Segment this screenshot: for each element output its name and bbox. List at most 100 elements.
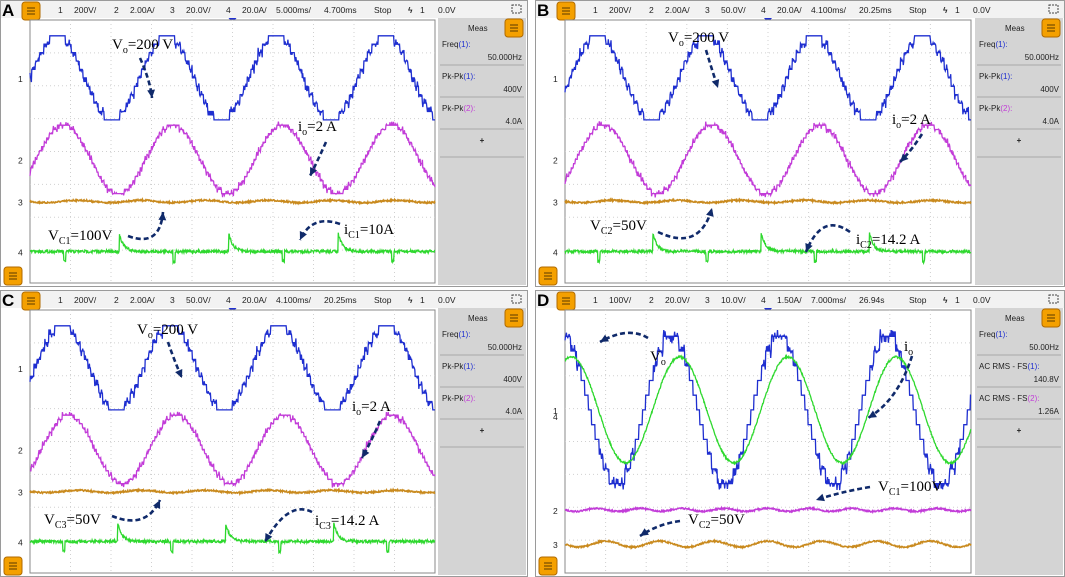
channel-ch3-scale: 50.0V/ — [186, 295, 211, 305]
meas-2-value: 4.0A — [1043, 117, 1060, 126]
ch1-trace — [29, 325, 435, 411]
trigger-channel: 1 — [955, 295, 960, 305]
meas-add-icon: + — [480, 136, 485, 145]
panel-label: A — [2, 1, 14, 20]
channel-ch1-scale: 200V/ — [74, 295, 97, 305]
meas-panel — [975, 18, 1063, 285]
channel-ch2-scale: 20.0V/ — [665, 295, 690, 305]
panel-label: D — [537, 291, 549, 310]
meas-2-value: 4.0A — [506, 407, 523, 416]
annotation-3: iC1=10A — [344, 222, 394, 241]
ground-marker-1: 1 — [18, 364, 23, 374]
trigger-channel: 1 — [420, 295, 425, 305]
trigger-level: 0.0V — [973, 295, 991, 305]
zoom-icon — [511, 294, 522, 304]
channel-ch2-number: 2 — [114, 295, 119, 305]
arrow-head — [600, 334, 609, 342]
channel-ch2-number: 2 — [114, 5, 119, 15]
channel-ch4-scale: 20.0A/ — [777, 5, 802, 15]
delay: 4.700ms — [324, 5, 357, 15]
header-bar — [536, 1, 1064, 18]
arrow-head — [265, 533, 273, 542]
ground-marker-1: 1 — [18, 74, 23, 84]
channel-ch2-number: 2 — [649, 5, 654, 15]
meas-panel — [438, 308, 526, 575]
arrow-head — [310, 167, 318, 176]
channel-ch3-scale: 20.0V/ — [186, 5, 211, 15]
channel-ch2-scale: 2.00A/ — [130, 5, 155, 15]
meas-0-value: 50.00Hz — [1029, 343, 1059, 352]
ground-marker-4: 4 — [18, 247, 23, 257]
meas-0-value: 50.000Hz — [488, 53, 522, 62]
trigger-icon: ϟ — [943, 5, 948, 15]
channel-ch1-scale: 200V/ — [74, 5, 97, 15]
ch3-trace — [564, 538, 972, 550]
timebase: 5.000ms/ — [276, 5, 312, 15]
ch3-trace — [29, 487, 436, 497]
meas-2-name: Pk-Pk(2): — [979, 104, 1012, 113]
meas-2-value: 1.26A — [1038, 407, 1060, 416]
channel-ch3-number: 3 — [170, 295, 175, 305]
ground-marker-4: 4 — [553, 247, 558, 257]
arrow-head — [153, 500, 161, 509]
meas-0-name: Freq(1): — [442, 330, 470, 339]
meas-add-icon: + — [480, 426, 485, 435]
channel-ch4-number: 4 — [226, 295, 231, 305]
annotation-1: io=2 A — [298, 119, 337, 138]
panel-a: 1 200V/2 2.00A/3 20.0V/4 20.0A/5.000ms/4.700… — [0, 0, 528, 287]
channel-ch1-number: 1 — [593, 5, 598, 15]
meas-0-name: Freq(1): — [979, 40, 1007, 49]
delay: 20.25ms — [324, 295, 357, 305]
trigger-level: 0.0V — [438, 295, 456, 305]
channel-ch3-number: 3 — [705, 5, 710, 15]
annotation-0: Vo=200 V — [668, 30, 729, 49]
meas-2-value: 4.0A — [506, 117, 523, 126]
header-bar — [536, 291, 1064, 308]
arrow-head — [816, 493, 825, 502]
arrow-head — [362, 449, 370, 458]
channel-ch3-number: 3 — [170, 5, 175, 15]
arrow-head — [868, 410, 877, 418]
channel-ch3-scale: 10.0V/ — [721, 295, 746, 305]
annotation-arrow — [263, 508, 313, 543]
annotation-3: iC3=14.2 A — [315, 513, 379, 532]
panel-c: 1 200V/2 2.00A/3 50.0V/4 20.0A/4.100ms/20.25… — [0, 290, 528, 577]
channel-ch1-number: 1 — [58, 5, 63, 15]
ground-marker-2: 2 — [18, 155, 23, 165]
annotation-3: iC2=14.2 A — [856, 232, 920, 251]
channel-ch1-number: 1 — [593, 295, 598, 305]
header-bar — [1, 291, 527, 308]
ch4-trace — [29, 232, 436, 266]
ch2-trace — [29, 121, 436, 198]
channel-ch3-number: 3 — [705, 295, 710, 305]
timebase: 7.000ms/ — [811, 295, 847, 305]
arrow-head — [299, 231, 307, 240]
panel-d: 1 100V/2 20.0V/3 10.0V/4 1.50A/7.000ms/26.94… — [535, 290, 1065, 577]
ch1-trace — [564, 329, 972, 491]
meas-panel — [975, 308, 1063, 575]
annotation-1: io=2 A — [352, 399, 391, 418]
channel-ch3-scale: 50.0V/ — [721, 5, 746, 15]
trigger-icon: ϟ — [943, 295, 948, 305]
annotation-arrow — [639, 519, 681, 538]
arrow-head — [640, 528, 649, 536]
arrow-head — [175, 369, 183, 378]
meas-0-name: Freq(1): — [979, 330, 1007, 339]
meas-1-value: 140.8V — [1034, 375, 1060, 384]
acquisition-mode: Stop — [909, 5, 927, 15]
channel-ch4-number: 4 — [761, 295, 766, 305]
ch4-trace — [564, 353, 972, 466]
header-bar — [1, 1, 527, 18]
ground-marker-4: 4 — [553, 412, 558, 422]
channel-ch2-number: 2 — [649, 295, 654, 305]
panel-b: 1 200V/2 2.00A/3 50.0V/4 20.0A/4.100ms/20.25… — [535, 0, 1065, 287]
arrow-head — [147, 89, 155, 98]
annotation-arrow — [127, 211, 165, 241]
annotation-arrow — [138, 57, 154, 99]
arrow-head — [158, 212, 167, 221]
annotation-arrow — [599, 331, 649, 344]
acquisition-mode: Stop — [374, 295, 392, 305]
meas-panel — [438, 18, 526, 285]
timebase: 4.100ms/ — [811, 5, 847, 15]
